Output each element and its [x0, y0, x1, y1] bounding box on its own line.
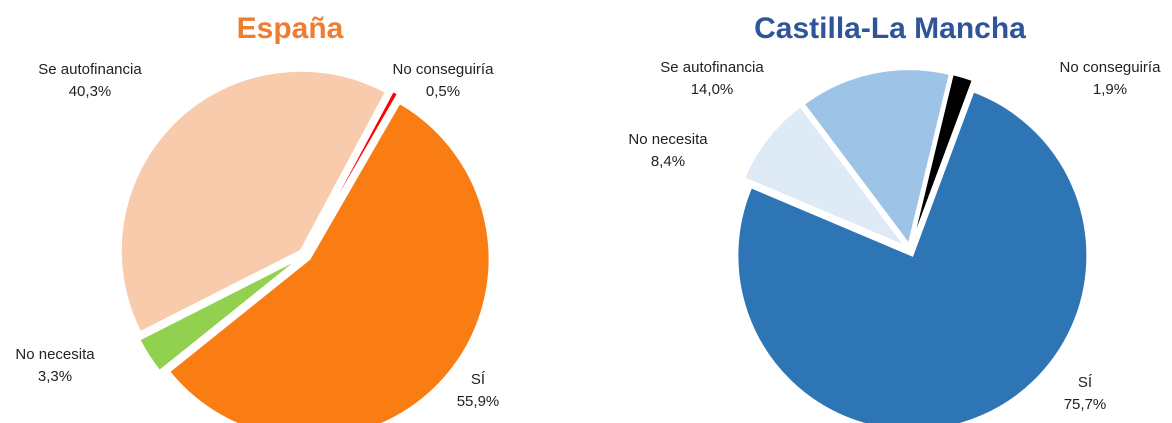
pie-slice [910, 72, 975, 245]
chart-title: España [237, 12, 344, 45]
slice-value: 0,5% [426, 83, 460, 100]
pie-slice [802, 68, 952, 247]
slice-label: SÍ [471, 371, 486, 388]
slice-label: No necesita [628, 131, 708, 148]
pie-slice [138, 257, 301, 373]
slice-label: SÍ [1078, 374, 1093, 391]
pie-slice [167, 101, 491, 423]
slice-value: 3,3% [38, 368, 72, 385]
pie-slice [742, 104, 909, 249]
slice-label: No conseguiría [393, 61, 495, 78]
slice-value: 40,3% [69, 83, 112, 100]
slice-value: 1,9% [1093, 81, 1127, 98]
slice-value: 14,0% [691, 81, 734, 98]
slice-value: 8,4% [651, 153, 685, 170]
chart-title: Castilla-La Mancha [754, 12, 1026, 45]
slice-value: 75,7% [1064, 396, 1107, 413]
slice-label: No conseguiría [1060, 59, 1162, 76]
slice-label: Se autofinancia [38, 61, 142, 78]
slice-value: 55,9% [457, 393, 500, 410]
pie-slice [736, 90, 1089, 423]
slice-label: No necesita [15, 346, 95, 363]
pie-slice [119, 69, 388, 334]
slice-label: Se autofinancia [660, 59, 764, 76]
pie-slice [307, 89, 400, 251]
